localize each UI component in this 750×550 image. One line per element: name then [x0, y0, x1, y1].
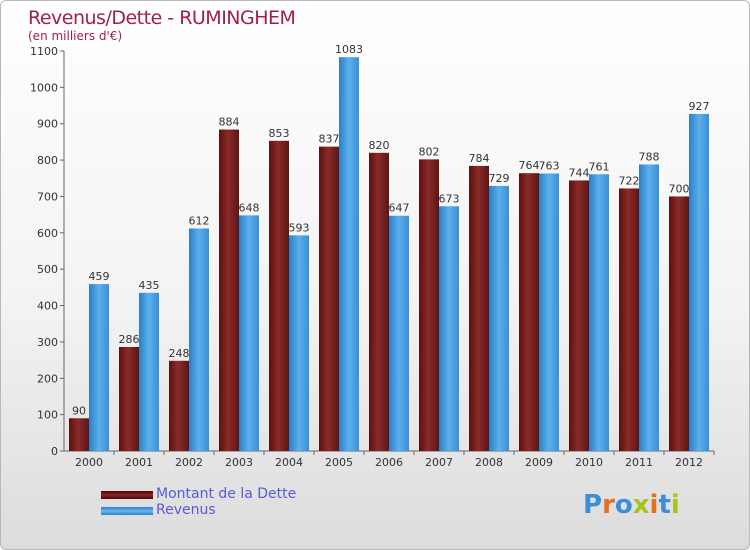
bar-revenue [389, 215, 409, 451]
bar-debt [319, 146, 339, 452]
data-label-debt: 764 [519, 159, 540, 172]
x-tick-label: 2010 [575, 456, 603, 469]
data-label-debt: 784 [469, 152, 490, 165]
y-tick-label: 300 [37, 336, 58, 349]
data-label-debt: 853 [269, 127, 290, 140]
data-label-debt: 248 [169, 347, 190, 360]
data-label-debt: 286 [119, 333, 140, 346]
data-label-revenue: 788 [639, 150, 660, 163]
bar-revenue [589, 174, 609, 452]
legend-label-revenue: Revenus [156, 502, 216, 518]
logo-letter: r [602, 490, 615, 520]
y-tick-label: 1000 [30, 81, 58, 94]
x-tick-label: 2012 [675, 456, 703, 469]
logo-letter: i [670, 490, 680, 520]
data-label-revenue: 593 [289, 221, 310, 234]
chart-subtitle: (en milliers d'€) [28, 29, 123, 43]
x-tick-label: 2000 [75, 456, 103, 469]
bar-debt [419, 159, 439, 451]
data-label-revenue: 648 [239, 201, 260, 214]
bar-debt [119, 347, 139, 451]
y-tick-label: 600 [37, 227, 58, 240]
y-tick-label: 700 [37, 190, 58, 203]
logo-letter: P [583, 490, 603, 520]
bar-debt [169, 360, 189, 451]
data-label-debt: 700 [669, 182, 690, 195]
x-tick-label: 2002 [175, 456, 203, 469]
data-label-debt: 884 [219, 116, 240, 129]
bar-revenue [689, 113, 709, 451]
bar-chart: 0 100 200 300 400 500 600 700 800 900 1000 1100 2000… [30, 43, 715, 469]
data-label-revenue: 612 [189, 214, 210, 227]
bar-debt [269, 140, 289, 451]
x-tick-label: 2007 [425, 456, 453, 469]
chart-title: Revenus/Dette - RUMINGHEM [28, 7, 296, 29]
x-tick-label: 2008 [475, 456, 503, 469]
legend-label-debt: Montant de la Dette [156, 486, 297, 502]
x-tick-label: 2004 [275, 456, 303, 469]
bar-revenue [639, 164, 659, 452]
data-label-revenue: 763 [539, 160, 560, 173]
data-label-revenue: 1083 [335, 43, 363, 56]
bar-debt [469, 165, 489, 451]
x-tick-label: 2011 [625, 456, 653, 469]
data-label-debt: 820 [369, 139, 390, 152]
bar-debt [619, 188, 639, 452]
bar-debt [569, 180, 589, 452]
bar-debt [519, 173, 539, 451]
data-label-debt: 802 [419, 145, 440, 158]
y-tick-label: 800 [37, 154, 58, 167]
bar-revenue [239, 215, 259, 451]
data-label-revenue: 761 [589, 160, 610, 173]
bar-revenue [189, 228, 209, 451]
data-label-debt: 837 [319, 133, 340, 146]
logo-letter: o [614, 490, 633, 520]
x-tick-label: 2005 [325, 456, 353, 469]
x-tick-label: 2003 [225, 456, 253, 469]
data-label-debt: 744 [569, 166, 590, 179]
data-label-revenue: 647 [389, 202, 410, 215]
bar-revenue [89, 284, 109, 451]
y-tick-label: 900 [37, 118, 58, 131]
bar-revenue [289, 235, 309, 451]
logo-letter: x [632, 490, 650, 520]
y-tick-label: 500 [37, 263, 58, 276]
legend-swatch-revenue [101, 507, 153, 515]
data-label-debt: 722 [619, 174, 640, 187]
data-label-revenue: 927 [689, 100, 710, 113]
bar-revenue [489, 185, 509, 451]
data-label-revenue: 435 [139, 279, 160, 292]
y-tick-label: 1100 [30, 45, 58, 58]
y-tick-label: 0 [51, 445, 58, 458]
bar-debt [219, 129, 239, 451]
legend-swatch-debt [101, 491, 153, 499]
data-label-debt: 90 [72, 404, 86, 417]
bar-debt [669, 196, 689, 451]
bar-debt [69, 418, 89, 451]
bar-revenue [139, 292, 159, 451]
bar-revenue [539, 173, 559, 451]
y-tick-label: 400 [37, 300, 58, 313]
bar-debt [369, 152, 389, 451]
y-tick-label: 100 [37, 409, 58, 422]
bar-revenue [339, 57, 359, 451]
y-tick-label: 200 [37, 372, 58, 385]
logo-letter: i [649, 490, 659, 520]
data-label-revenue: 459 [89, 270, 110, 283]
data-label-revenue: 673 [439, 192, 460, 205]
x-tick-label: 2009 [525, 456, 553, 469]
proxiti-logo: Proxiti [583, 490, 680, 520]
data-label-revenue: 729 [489, 172, 510, 185]
x-tick-label: 2001 [125, 456, 153, 469]
bar-revenue [439, 206, 459, 451]
logo-letter: t [658, 490, 671, 520]
x-tick-label: 2006 [375, 456, 403, 469]
